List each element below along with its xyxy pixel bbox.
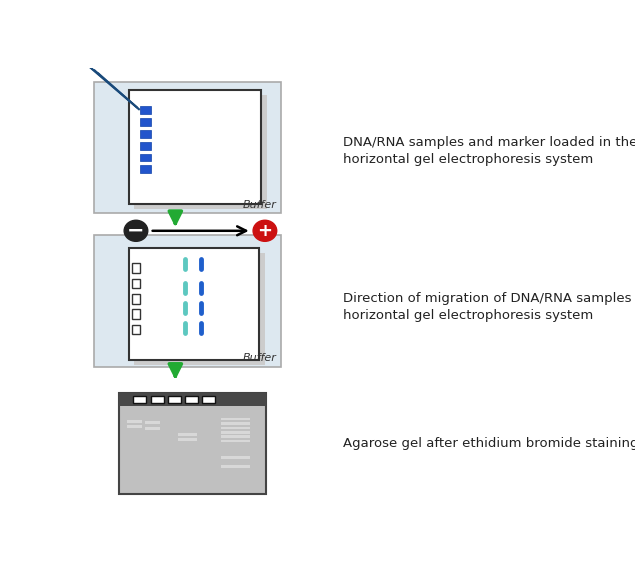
Bar — [178, 438, 196, 441]
Bar — [140, 165, 151, 173]
Circle shape — [124, 220, 148, 241]
Bar — [127, 420, 142, 423]
Bar — [178, 433, 196, 435]
Bar — [132, 279, 140, 288]
Bar — [135, 253, 265, 365]
Bar — [220, 426, 250, 429]
Bar — [203, 396, 215, 403]
Bar — [145, 426, 159, 430]
Bar — [140, 118, 151, 126]
Text: DNA/RNA samples and marker loaded in the: DNA/RNA samples and marker loaded in the — [343, 136, 635, 149]
Text: Agarose gel after ethidium bromide staining: Agarose gel after ethidium bromide stain… — [343, 437, 635, 450]
Bar — [145, 421, 159, 424]
Bar — [140, 142, 151, 149]
Text: Buffer: Buffer — [243, 200, 276, 210]
Bar — [119, 393, 267, 406]
Bar — [128, 90, 262, 205]
Bar — [220, 457, 250, 459]
Bar — [127, 425, 142, 428]
Bar — [128, 249, 259, 360]
Text: horizontal gel electrophoresis system: horizontal gel electrophoresis system — [343, 153, 593, 166]
Bar — [220, 439, 250, 442]
Bar — [220, 431, 250, 434]
Bar — [119, 393, 267, 494]
Bar — [220, 422, 250, 425]
Bar — [168, 396, 181, 403]
Text: Direction of migration of DNA/RNA samples in: Direction of migration of DNA/RNA sample… — [343, 292, 635, 306]
Bar — [140, 130, 151, 138]
Bar — [132, 263, 140, 273]
Bar — [140, 153, 151, 161]
Bar — [140, 106, 151, 114]
Polygon shape — [89, 66, 139, 109]
Bar — [150, 396, 164, 403]
Bar — [135, 95, 267, 209]
Bar — [133, 396, 146, 403]
Text: +: + — [257, 222, 272, 240]
Bar — [185, 396, 198, 403]
Text: horizontal gel electrophoresis system: horizontal gel electrophoresis system — [343, 309, 593, 322]
Text: −: − — [127, 221, 145, 241]
Text: Buffer: Buffer — [243, 353, 276, 363]
Bar — [220, 418, 250, 421]
Bar — [220, 465, 250, 468]
Bar — [94, 235, 281, 367]
Circle shape — [253, 220, 277, 241]
Bar — [132, 294, 140, 304]
Bar — [132, 310, 140, 319]
Bar — [220, 435, 250, 438]
Bar — [132, 325, 140, 335]
Bar — [94, 82, 281, 213]
